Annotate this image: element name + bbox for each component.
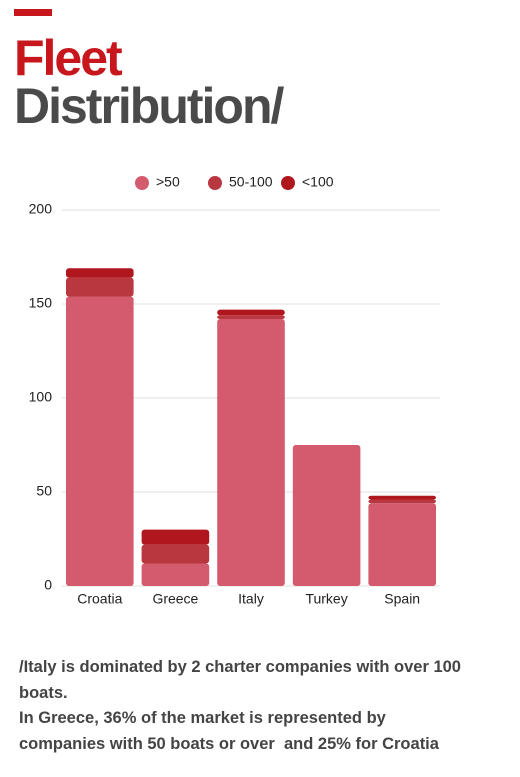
bar-segment (368, 495, 436, 500)
legend-swatch (208, 176, 222, 190)
bar-segment (368, 503, 436, 586)
y-tick-label: 50 (36, 483, 52, 499)
bar-segment (66, 268, 134, 278)
footnote: /Italy is dominated by 2 charter compani… (19, 655, 461, 757)
footnote-line: In Greece, 36% of the market is represen… (19, 709, 386, 727)
bar-segment (292, 445, 361, 586)
bar-segment (368, 499, 436, 504)
x-tick-label: Italy (238, 591, 264, 607)
chart: 0 50 100 150 200 >50 50-100 <100 Croatia Greece It… (29, 174, 440, 607)
footnote-line: /Italy is dominated by 2 charter compani… (19, 658, 461, 676)
y-tick-label: 200 (29, 201, 53, 217)
y-tick-label: 0 (44, 577, 52, 593)
legend-label: 50-100 (229, 174, 273, 190)
y-tick-label: 100 (29, 389, 53, 405)
bar-segment (217, 319, 285, 586)
y-tick-label: 150 (29, 295, 53, 311)
legend-label: >50 (156, 174, 180, 190)
bar-segment (141, 544, 210, 564)
x-tick-label: Spain (384, 591, 420, 607)
footnote-line: companies with 50 boats or over and 25% … (19, 734, 439, 753)
bar-segment (217, 309, 285, 316)
accent-bar (14, 9, 52, 16)
legend-swatch (281, 176, 295, 190)
bar-segment (141, 529, 210, 545)
x-tick-label: Turkey (305, 591, 347, 607)
title: Fleet (14, 30, 123, 86)
footnote-line: boats. (19, 683, 68, 702)
x-tick-label: Greece (152, 591, 198, 607)
title: Distribution/ (14, 78, 284, 134)
bar-segment (141, 563, 210, 586)
bar-segment (217, 315, 285, 320)
legend-label: <100 (302, 174, 334, 190)
legend-swatch (135, 176, 149, 190)
bar-segment (66, 277, 134, 297)
bar-segment (66, 296, 134, 586)
x-tick-label: Croatia (77, 591, 122, 607)
